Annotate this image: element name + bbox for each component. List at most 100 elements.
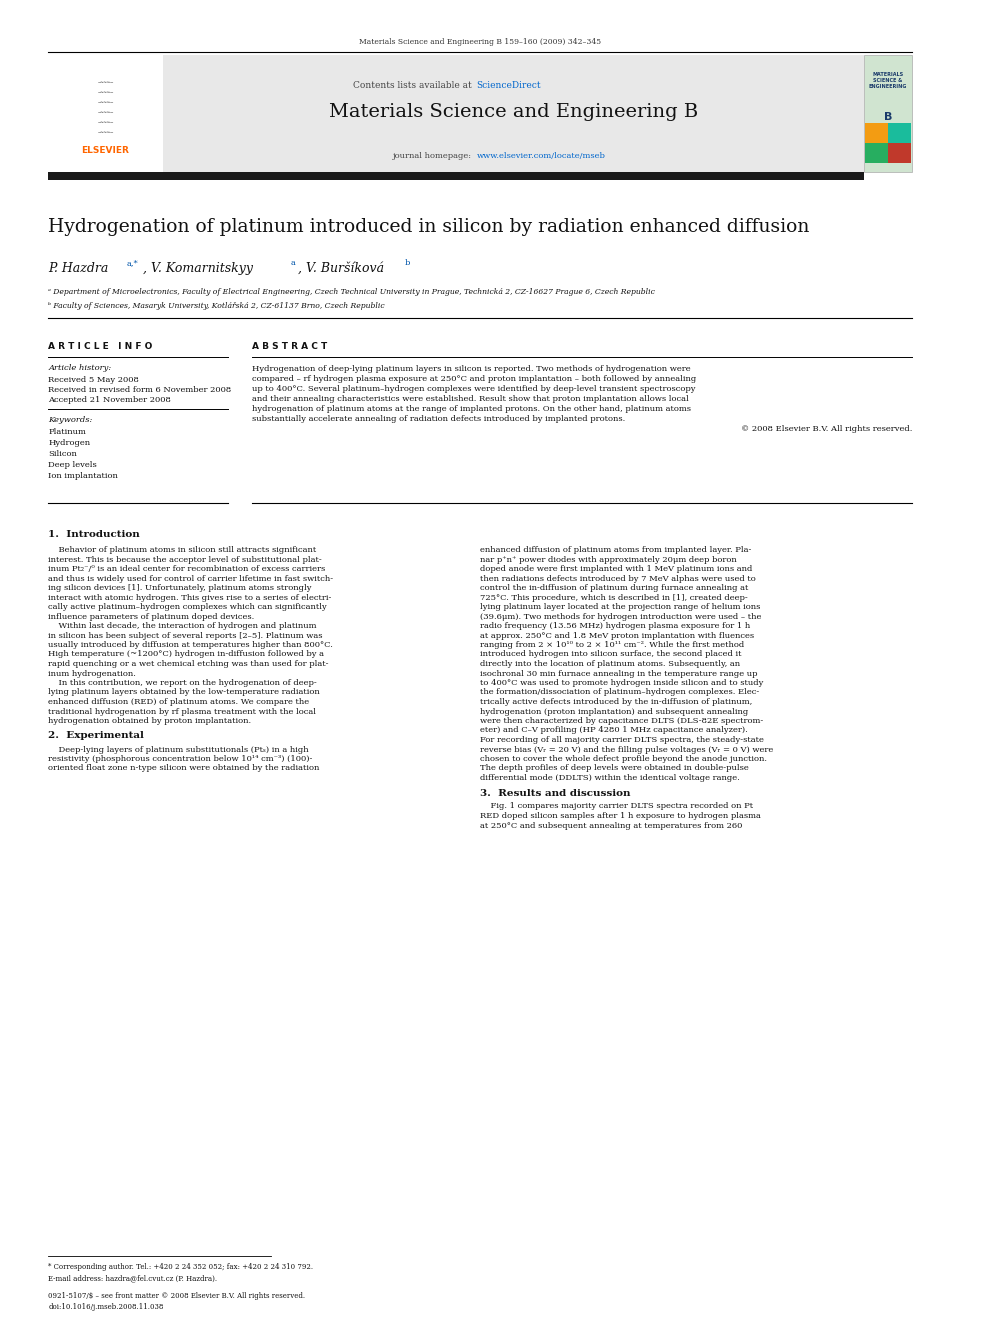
Text: ~∼∼∼~: ~∼∼∼~ — [97, 79, 114, 85]
Text: Within last decade, the interaction of hydrogen and platinum: Within last decade, the interaction of h… — [49, 622, 316, 630]
Text: Materials Science and Engineering B: Materials Science and Engineering B — [328, 103, 698, 120]
Bar — [49, 172, 864, 180]
Text: oriented float zone n-type silicon were obtained by the radiation: oriented float zone n-type silicon were … — [49, 765, 319, 773]
Text: A B S T R A C T: A B S T R A C T — [252, 343, 327, 351]
Text: 2.  Experimental: 2. Experimental — [49, 732, 144, 741]
Text: eter) and C–V profiling (HP 4280 1 MHz capacitance analyzer).: eter) and C–V profiling (HP 4280 1 MHz c… — [480, 726, 748, 734]
Text: in silicon has been subject of several reports [2–5]. Platinum was: in silicon has been subject of several r… — [49, 631, 323, 639]
Text: ~∼∼∼~: ~∼∼∼~ — [97, 120, 114, 124]
Text: directly into the location of platinum atoms. Subsequently, an: directly into the location of platinum a… — [480, 660, 740, 668]
Bar — [864, 56, 913, 172]
Text: Deep-lying layers of platinum substitutionals (Ptₛ) in a high: Deep-lying layers of platinum substituti… — [49, 745, 310, 754]
Text: , V. Buršíková: , V. Buršíková — [299, 262, 384, 275]
Text: isochronal 30 min furnace annealing in the temperature range up: isochronal 30 min furnace annealing in t… — [480, 669, 758, 677]
Text: ~∼∼∼~: ~∼∼∼~ — [97, 90, 114, 95]
Text: 725°C. This procedure, which is described in [1], created deep-: 725°C. This procedure, which is describe… — [480, 594, 748, 602]
Text: lying platinum layers obtained by the low-temperature radiation: lying platinum layers obtained by the lo… — [49, 688, 320, 696]
Text: nar p⁺n⁺ power diodes with approximately 20μm deep boron: nar p⁺n⁺ power diodes with approximately… — [480, 556, 737, 564]
Text: Deep levels: Deep levels — [49, 460, 97, 468]
Text: doi:10.1016/j.mseb.2008.11.038: doi:10.1016/j.mseb.2008.11.038 — [49, 1303, 164, 1311]
Text: 1.  Introduction: 1. Introduction — [49, 531, 140, 538]
Text: E-mail address: hazdra@fel.cvut.cz (P. Hazdra).: E-mail address: hazdra@fel.cvut.cz (P. H… — [49, 1274, 217, 1282]
Text: Contents lists available at: Contents lists available at — [353, 81, 474, 90]
Text: hydrogenation of platinum atoms at the range of implanted protons. On the other : hydrogenation of platinum atoms at the r… — [252, 405, 690, 413]
Text: ᵃ Department of Microelectronics, Faculty of Electrical Engineering, Czech Techn: ᵃ Department of Microelectronics, Facult… — [49, 288, 656, 296]
Text: MATERIALS
SCIENCE &
ENGINEERING: MATERIALS SCIENCE & ENGINEERING — [869, 71, 908, 89]
Text: cally active platinum–hydrogen complexes which can significantly: cally active platinum–hydrogen complexes… — [49, 603, 327, 611]
Text: Keywords:: Keywords: — [49, 415, 93, 423]
Text: a: a — [291, 259, 296, 267]
Text: enhanced diffusion (RED) of platinum atoms. We compare the: enhanced diffusion (RED) of platinum ato… — [49, 699, 310, 706]
Text: then radiations defects introduced by 7 MeV alphas were used to: then radiations defects introduced by 7 … — [480, 574, 756, 582]
Text: B: B — [884, 112, 892, 122]
Text: Article history:: Article history: — [49, 364, 112, 372]
Text: ScienceDirect: ScienceDirect — [476, 81, 541, 90]
Text: up to 400°C. Several platinum–hydrogen complexes were identified by deep-level t: up to 400°C. Several platinum–hydrogen c… — [252, 385, 695, 393]
Text: control the in-diffusion of platinum during furnace annealing at: control the in-diffusion of platinum dur… — [480, 583, 749, 591]
Text: ~∼∼∼~: ~∼∼∼~ — [97, 110, 114, 115]
Text: , V. Komarnitskyy: , V. Komarnitskyy — [143, 262, 253, 275]
Text: inum hydrogenation.: inum hydrogenation. — [49, 669, 136, 677]
Bar — [865, 143, 888, 163]
Text: doped anode were first implanted with 1 MeV platinum ions and: doped anode were first implanted with 1 … — [480, 565, 753, 573]
Text: usually introduced by diffusion at temperatures higher than 800°C.: usually introduced by diffusion at tempe… — [49, 642, 333, 650]
Bar — [865, 123, 888, 143]
Text: Hydrogenation of deep-lying platinum layers in silicon is reported. Two methods : Hydrogenation of deep-lying platinum lay… — [252, 365, 690, 373]
Text: lying platinum layer located at the projection range of helium ions: lying platinum layer located at the proj… — [480, 603, 761, 611]
Text: a,*: a,* — [127, 259, 139, 267]
Text: chosen to cover the whole defect profile beyond the anode junction.: chosen to cover the whole defect profile… — [480, 755, 768, 763]
Text: ing silicon devices [1]. Unfortunately, platinum atoms strongly: ing silicon devices [1]. Unfortunately, … — [49, 583, 311, 591]
Text: Fig. 1 compares majority carrier DLTS spectra recorded on Pt: Fig. 1 compares majority carrier DLTS sp… — [480, 803, 754, 811]
Text: reverse bias (Vᵣ = 20 V) and the filling pulse voltages (Vᵣ = 0 V) were: reverse bias (Vᵣ = 20 V) and the filling… — [480, 745, 774, 754]
Text: Silicon: Silicon — [49, 450, 77, 458]
Text: hydrogenation (proton implantation) and subsequent annealing: hydrogenation (proton implantation) and … — [480, 708, 749, 716]
Text: Materials Science and Engineering B 159–160 (2009) 342–345: Materials Science and Engineering B 159–… — [359, 38, 601, 46]
Text: A R T I C L E   I N F O: A R T I C L E I N F O — [49, 343, 153, 351]
Text: P. Hazdra: P. Hazdra — [49, 262, 109, 275]
Text: ~∼∼∼~: ~∼∼∼~ — [97, 101, 114, 105]
Text: 3.  Results and discussion: 3. Results and discussion — [480, 789, 631, 798]
Text: trically active defects introduced by the in-diffusion of platinum,: trically active defects introduced by th… — [480, 699, 753, 706]
Text: The depth profiles of deep levels were obtained in double-pulse: The depth profiles of deep levels were o… — [480, 765, 749, 773]
Text: radio frequency (13.56 MHz) hydrogen plasma exposure for 1 h: radio frequency (13.56 MHz) hydrogen pla… — [480, 622, 751, 630]
Text: were then characterized by capacitance DLTS (DLS-82E spectrom-: were then characterized by capacitance D… — [480, 717, 764, 725]
Text: 0921-5107/$ – see front matter © 2008 Elsevier B.V. All rights reserved.: 0921-5107/$ – see front matter © 2008 El… — [49, 1293, 306, 1301]
Text: rapid quenching or a wet chemical etching was than used for plat-: rapid quenching or a wet chemical etchin… — [49, 660, 329, 668]
Text: traditional hydrogenation by rf plasma treatment with the local: traditional hydrogenation by rf plasma t… — [49, 708, 316, 716]
Text: Behavior of platinum atoms in silicon still attracts significant: Behavior of platinum atoms in silicon st… — [49, 546, 316, 554]
Text: compared – rf hydrogen plasma exposure at 250°C and proton implantation – both f: compared – rf hydrogen plasma exposure a… — [252, 374, 696, 382]
Text: at 250°C and subsequent annealing at temperatures from 260: at 250°C and subsequent annealing at tem… — [480, 822, 743, 830]
Text: the formation/dissociation of platinum–hydrogen complexes. Elec-: the formation/dissociation of platinum–h… — [480, 688, 760, 696]
Text: to 400°C was used to promote hydrogen inside silicon and to study: to 400°C was used to promote hydrogen in… — [480, 679, 764, 687]
Text: b: b — [405, 259, 410, 267]
Text: Ion implantation: Ion implantation — [49, 472, 118, 480]
Text: and their annealing characteristics were established. Result show that proton im: and their annealing characteristics were… — [252, 396, 688, 404]
Text: Received 5 May 2008: Received 5 May 2008 — [49, 376, 139, 384]
Bar — [888, 123, 912, 143]
Bar — [888, 143, 912, 163]
Text: journal homepage:: journal homepage: — [393, 152, 474, 160]
Text: enhanced diffusion of platinum atoms from implanted layer. Pla-: enhanced diffusion of platinum atoms fro… — [480, 546, 752, 554]
Text: High temperature (~1200°C) hydrogen in-diffusion followed by a: High temperature (~1200°C) hydrogen in-d… — [49, 651, 324, 659]
Text: Accepted 21 November 2008: Accepted 21 November 2008 — [49, 396, 172, 404]
Text: For recording of all majority carrier DLTS spectra, the steady-state: For recording of all majority carrier DL… — [480, 736, 764, 744]
Text: In this contribution, we report on the hydrogenation of deep-: In this contribution, we report on the h… — [49, 679, 317, 687]
Text: and thus is widely used for control of carrier lifetime in fast switch-: and thus is widely used for control of c… — [49, 574, 333, 582]
Text: ranging from 2 × 10¹⁰ to 2 × 10¹¹ cm⁻². While the first method: ranging from 2 × 10¹⁰ to 2 × 10¹¹ cm⁻². … — [480, 642, 745, 650]
Text: influence parameters of platinum doped devices.: influence parameters of platinum doped d… — [49, 613, 255, 620]
Text: ~∼∼∼~: ~∼∼∼~ — [97, 130, 114, 135]
Text: Received in revised form 6 November 2008: Received in revised form 6 November 2008 — [49, 386, 232, 394]
Text: ELSEVIER: ELSEVIER — [81, 146, 130, 155]
Text: Hydrogen: Hydrogen — [49, 439, 90, 447]
Text: resistivity (phosphorous concentration below 10¹⁴ cm⁻³) (100)-: resistivity (phosphorous concentration b… — [49, 755, 312, 763]
Text: introduced hydrogen into silicon surface, the second placed it: introduced hydrogen into silicon surface… — [480, 651, 742, 659]
Text: interact with atomic hydrogen. This gives rise to a series of electri-: interact with atomic hydrogen. This give… — [49, 594, 331, 602]
Text: www.elsevier.com/locate/mseb: www.elsevier.com/locate/mseb — [476, 152, 605, 160]
Text: interest. This is because the acceptor level of substitutional plat-: interest. This is because the acceptor l… — [49, 556, 322, 564]
Bar — [163, 56, 864, 172]
Text: substantially accelerate annealing of radiation defects introduced by implanted : substantially accelerate annealing of ra… — [252, 415, 625, 423]
Text: © 2008 Elsevier B.V. All rights reserved.: © 2008 Elsevier B.V. All rights reserved… — [741, 425, 913, 433]
Text: ᵇ Faculty of Sciences, Masaryk University, Kotlářská 2, CZ-61137 Brno, Czech Rep: ᵇ Faculty of Sciences, Masaryk Universit… — [49, 302, 385, 310]
Text: * Corresponding author. Tel.: +420 2 24 352 052; fax: +420 2 24 310 792.: * Corresponding author. Tel.: +420 2 24 … — [49, 1263, 313, 1271]
Text: differential mode (DDLTS) within the identical voltage range.: differential mode (DDLTS) within the ide… — [480, 774, 740, 782]
